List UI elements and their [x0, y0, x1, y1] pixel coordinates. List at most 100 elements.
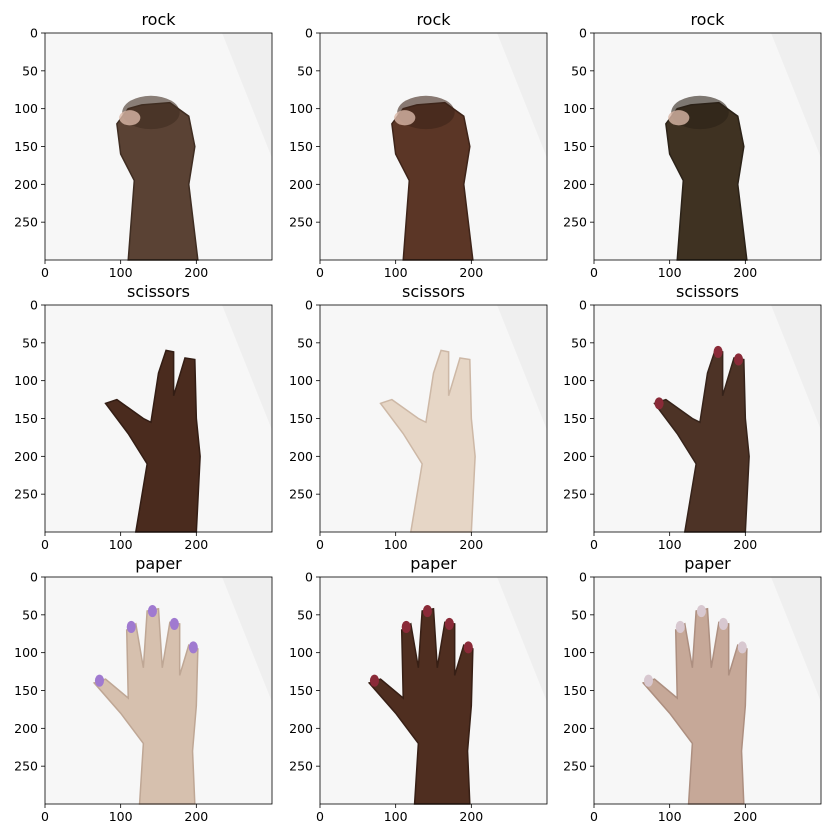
y-tick-label: 0 [30, 298, 38, 313]
y-tick-label: 100 [14, 101, 38, 116]
y-tick-label: 200 [563, 721, 587, 736]
light-streak [222, 33, 272, 158]
y-tick-label: 0 [579, 26, 587, 41]
y-tick-label: 250 [563, 215, 587, 230]
x-tick-label: 100 [658, 265, 682, 280]
x-tick-label: 100 [109, 537, 133, 552]
x-tick-label: 100 [384, 809, 408, 824]
panel-title: rock [141, 10, 176, 29]
y-tick-label: 50 [22, 335, 38, 350]
x-tick-label: 0 [316, 809, 324, 824]
y-tick-label: 50 [571, 63, 587, 78]
y-tick-label: 50 [297, 335, 313, 350]
x-tick-label: 200 [459, 537, 483, 552]
x-tick-label: 200 [184, 265, 208, 280]
hand-photo [641, 604, 748, 805]
y-tick-label: 200 [289, 721, 313, 736]
y-tick-label: 250 [14, 215, 38, 230]
y-tick-label: 100 [14, 645, 38, 660]
image-panel: scissors 0 100 200 0 50 100 150 200 250 [289, 282, 548, 552]
y-tick-label: 250 [289, 215, 313, 230]
hand-photo [104, 349, 201, 533]
hand-photo [116, 95, 199, 261]
y-tick-label: 250 [563, 487, 587, 502]
hand-photo [665, 95, 748, 261]
light-streak [771, 577, 821, 702]
y-tick-label: 0 [305, 26, 313, 41]
y-tick-label: 0 [579, 570, 587, 585]
hand-photo [379, 349, 476, 533]
y-tick-label: 0 [30, 26, 38, 41]
y-tick-label: 200 [14, 721, 38, 736]
light-streak [222, 577, 272, 702]
x-tick-label: 100 [658, 537, 682, 552]
image-panel: rock 0 100 200 0 50 100 150 200 250 [289, 10, 548, 280]
y-tick-label: 150 [289, 139, 313, 154]
y-tick-label: 250 [289, 759, 313, 774]
y-tick-label: 50 [571, 335, 587, 350]
light-streak [497, 33, 547, 158]
light-streak [771, 305, 821, 430]
light-streak [497, 305, 547, 430]
x-tick-label: 0 [590, 809, 598, 824]
image-panel: paper 0 100 200 0 50 100 150 200 250 [14, 554, 273, 824]
y-tick-label: 250 [289, 487, 313, 502]
y-tick-label: 0 [30, 570, 38, 585]
panel-title: paper [410, 554, 457, 573]
x-tick-label: 200 [459, 265, 483, 280]
image-panel: rock 0 100 200 0 50 100 150 200 250 [563, 10, 822, 280]
y-tick-label: 200 [289, 177, 313, 192]
y-tick-label: 100 [289, 645, 313, 660]
image-panel: paper 0 100 200 0 50 100 150 200 250 [289, 554, 548, 824]
y-tick-label: 150 [289, 411, 313, 426]
y-tick-label: 150 [563, 139, 587, 154]
panel-title: scissors [127, 282, 190, 301]
y-tick-label: 250 [14, 759, 38, 774]
y-tick-label: 100 [563, 101, 587, 116]
x-tick-label: 0 [41, 809, 49, 824]
y-tick-label: 150 [563, 683, 587, 698]
x-tick-label: 0 [41, 537, 49, 552]
y-tick-label: 250 [14, 487, 38, 502]
hand-photo [653, 345, 750, 533]
y-tick-label: 150 [14, 139, 38, 154]
light-streak [222, 305, 272, 430]
x-tick-label: 100 [658, 809, 682, 824]
hand-photo [92, 604, 199, 805]
x-tick-label: 100 [384, 537, 408, 552]
x-tick-label: 200 [733, 265, 757, 280]
x-tick-label: 100 [109, 809, 133, 824]
x-tick-label: 200 [184, 809, 208, 824]
panel-title: rock [690, 10, 725, 29]
panel-title: scissors [402, 282, 465, 301]
light-streak [771, 33, 821, 158]
y-tick-label: 200 [563, 177, 587, 192]
y-tick-label: 0 [305, 570, 313, 585]
y-tick-label: 150 [289, 683, 313, 698]
y-tick-label: 200 [14, 177, 38, 192]
x-tick-label: 200 [184, 537, 208, 552]
x-tick-label: 0 [41, 265, 49, 280]
light-streak [497, 577, 547, 702]
x-tick-label: 200 [733, 809, 757, 824]
panel-title: paper [135, 554, 182, 573]
x-tick-label: 0 [590, 537, 598, 552]
image-panel: scissors 0 100 200 0 50 100 150 200 250 [14, 282, 273, 552]
y-tick-label: 0 [305, 298, 313, 313]
y-tick-label: 100 [563, 373, 587, 388]
hand-photo [391, 95, 474, 261]
y-tick-label: 0 [579, 298, 587, 313]
y-tick-label: 100 [563, 645, 587, 660]
y-tick-label: 50 [22, 607, 38, 622]
y-tick-label: 50 [571, 607, 587, 622]
y-tick-label: 150 [563, 411, 587, 426]
x-tick-label: 100 [109, 265, 133, 280]
x-tick-label: 200 [733, 537, 757, 552]
y-tick-label: 150 [14, 411, 38, 426]
y-tick-label: 200 [289, 449, 313, 464]
panel-title: scissors [676, 282, 739, 301]
hand-photo [367, 604, 474, 805]
y-tick-label: 50 [22, 63, 38, 78]
x-tick-label: 0 [316, 265, 324, 280]
